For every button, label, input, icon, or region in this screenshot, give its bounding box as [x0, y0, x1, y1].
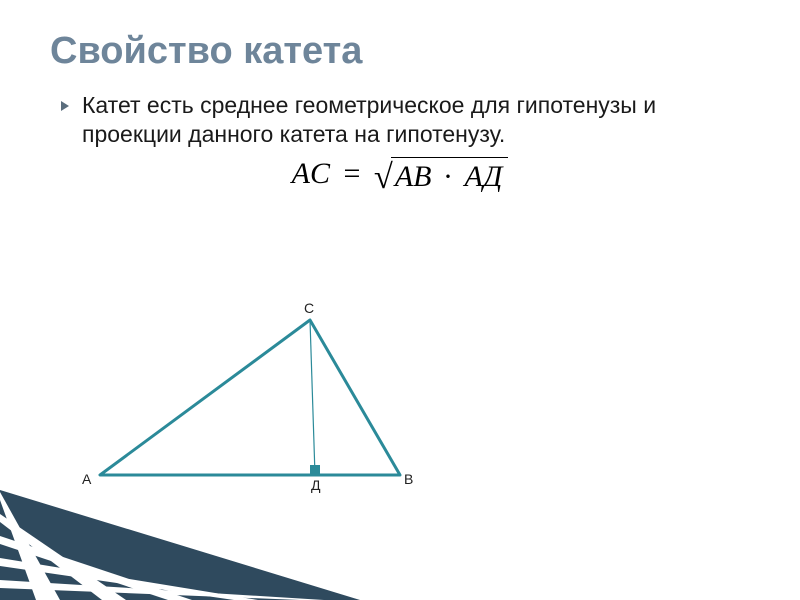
cdot: ·: [439, 160, 457, 193]
vertex-label-d: Д: [311, 477, 320, 493]
stripe-group: [0, 490, 360, 600]
triangle-diagram: А В С Д: [90, 300, 440, 490]
vertex-label-a: А: [82, 471, 91, 487]
formula: AC = √ AB · АД: [50, 157, 750, 195]
altitude-cd: [310, 320, 315, 475]
vertex-label-c: С: [304, 300, 314, 316]
vertex-label-b: В: [404, 471, 413, 487]
slide: Свойство катета Катет есть среднее геоме…: [0, 0, 800, 600]
radicand: AB · АД: [391, 157, 509, 194]
formula-lhs: AC: [292, 157, 330, 190]
right-angle-marker: [310, 465, 320, 475]
formula-rhs-b: АД: [465, 160, 503, 193]
formula-rhs-a: AB: [395, 160, 432, 193]
theorem-text: Катет есть среднее геометрическое для ги…: [82, 91, 750, 149]
arrow-bullet-icon: [60, 100, 72, 112]
bullet-row: Катет есть среднее геометрическое для ги…: [60, 91, 750, 149]
sqrt: √ AB · АД: [374, 157, 508, 194]
slide-title: Свойство катета: [50, 30, 750, 73]
triangle-abc: [100, 320, 400, 475]
arrow-path: [61, 101, 69, 111]
equals-sign: =: [337, 157, 366, 190]
triangle-svg: [90, 300, 440, 490]
